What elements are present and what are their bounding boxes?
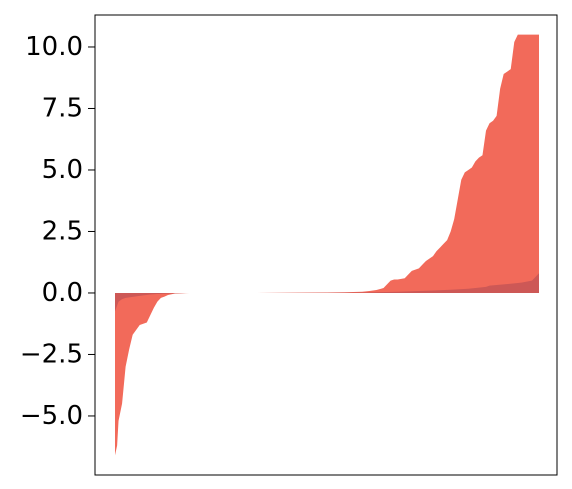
y-tick-label: −5.0 [20, 401, 83, 431]
y-tick-label: −2.5 [20, 339, 83, 369]
y-tick-label: 7.5 [42, 93, 83, 123]
y-tick-label: 2.5 [42, 216, 83, 246]
area-series-2 [115, 273, 539, 312]
series-layer [115, 34, 539, 456]
y-tick-label: 5.0 [42, 155, 83, 185]
area-series-1 [115, 34, 539, 456]
plot-frame [94, 14, 558, 476]
y-tick-label: 0.0 [42, 278, 83, 308]
y-tick-label: 10.0 [25, 32, 83, 62]
y-axis: −5.0 −2.5 0.0 2.5 5.0 7.5 10.0 [20, 32, 95, 431]
